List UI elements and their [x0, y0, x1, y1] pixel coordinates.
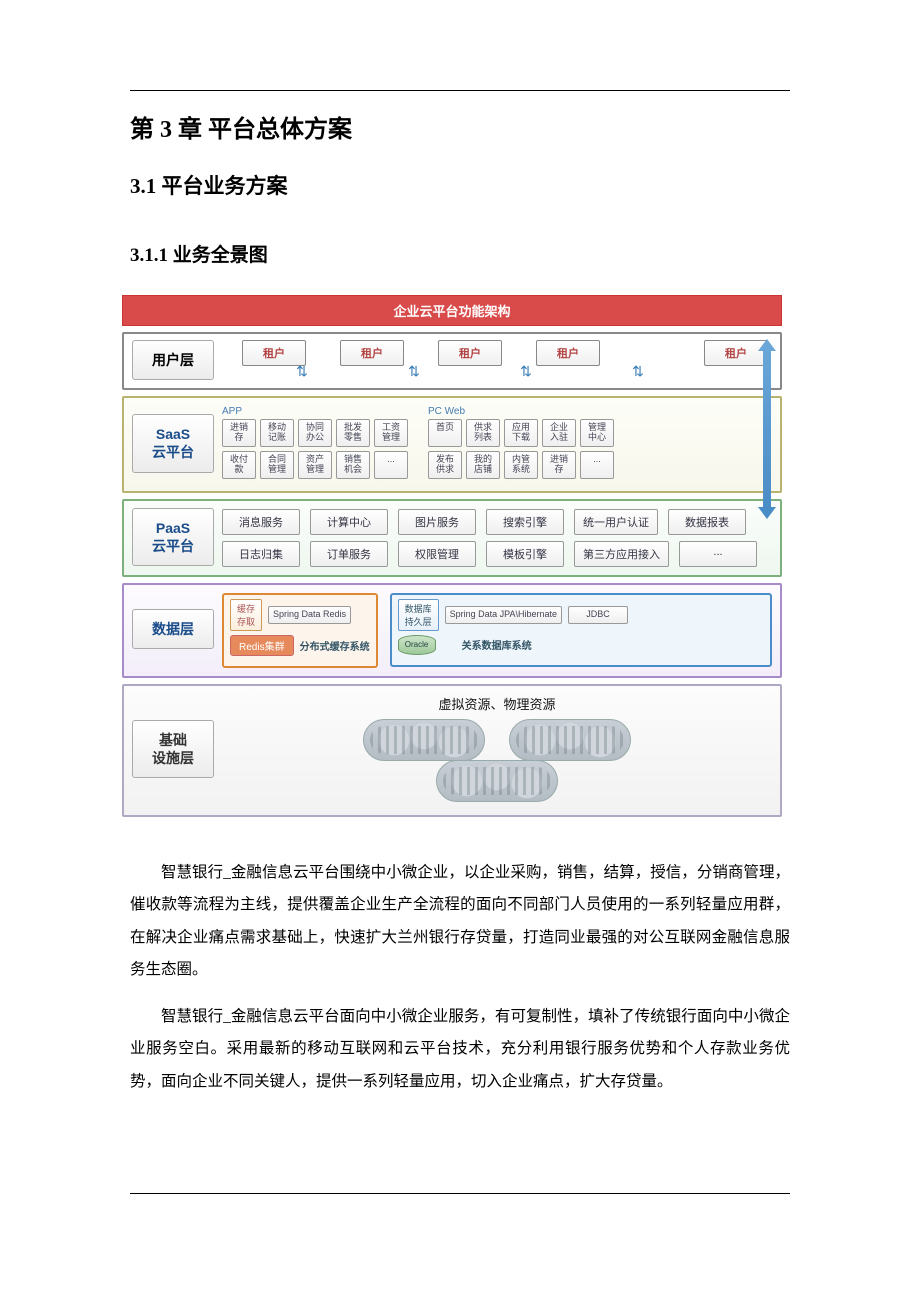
paas-service: ...	[679, 541, 757, 567]
redis-cluster: Redis集群	[230, 635, 294, 656]
layer-infra: 基础 设施层 虚拟资源、物理资源	[122, 684, 782, 817]
app-tile: 移动 记账	[260, 419, 294, 447]
paas-service: 订单服务	[310, 541, 388, 567]
persist-label: 数据库 持久层	[398, 599, 439, 631]
paas-service: 第三方应用接入	[574, 541, 669, 567]
arrow-down-icon: ⇅	[406, 366, 422, 376]
diagram-title: 企业云平台功能架构	[122, 295, 782, 326]
pc-tile: 供求 列表	[466, 419, 500, 447]
paas-service: 日志归集	[222, 541, 300, 567]
arrow-down-icon: ⇅	[518, 366, 534, 376]
subsection-heading: 3.1.1 业务全景图	[130, 240, 790, 267]
oracle-db-icon: Oracle	[398, 635, 436, 655]
arrow-down-icon: ⇅	[630, 366, 646, 376]
vertical-arrow-icon	[758, 339, 776, 519]
layer-label-infra: 基础 设施层	[132, 720, 214, 778]
pc-tile: ...	[580, 451, 614, 479]
section-heading: 3.1 平台业务方案	[130, 170, 790, 200]
layer-paas: PaaS 云平台 消息服务 计算中心 图片服务 搜索引擎 统一用户认证 数据报表…	[122, 499, 782, 577]
pc-tile: 内管 系统	[504, 451, 538, 479]
jdbc: JDBC	[568, 606, 628, 624]
paas-service: 模板引擎	[486, 541, 564, 567]
group-label-app: APP	[222, 406, 408, 417]
cloud-icon	[436, 760, 558, 802]
pc-tile: 我的 店铺	[466, 451, 500, 479]
app-tile: 收付 款	[222, 451, 256, 479]
tenant-box: 租户	[340, 340, 404, 366]
cloud-icon	[509, 719, 631, 761]
layer-label-paas: PaaS 云平台	[132, 508, 214, 566]
paas-service: 数据报表	[668, 509, 746, 535]
app-tile: 进销 存	[222, 419, 256, 447]
tenant-box: 租户	[536, 340, 600, 366]
pc-tile: 进销 存	[542, 451, 576, 479]
app-tile: 销售 机会	[336, 451, 370, 479]
layer-label-user: 用户层	[132, 340, 214, 380]
paas-service: 计算中心	[310, 509, 388, 535]
paragraph: 智慧银行_金融信息云平台面向中小微企业服务，有可复制性，填补了传统银行面向中小微…	[130, 1001, 790, 1099]
cloud-icon	[363, 719, 485, 761]
infra-title: 虚拟资源、物理资源	[222, 694, 772, 713]
app-tile: 工资 管理	[374, 419, 408, 447]
spring-jpa: Spring Data JPA\Hibernate	[445, 606, 562, 624]
app-tile: 资产 管理	[298, 451, 332, 479]
bottom-rule	[130, 1193, 790, 1194]
group-label-pc: PC Web	[428, 406, 614, 417]
pc-tile: 发布 供求	[428, 451, 462, 479]
layer-user: 用户层 租户 租户 租户 租户 租户 ⇅ ⇅ ⇅ ⇅	[122, 332, 782, 390]
pc-tile: 应用 下载	[504, 419, 538, 447]
spring-redis: Spring Data Redis	[268, 606, 351, 624]
app-tile: 批发 零售	[336, 419, 370, 447]
paas-service: 图片服务	[398, 509, 476, 535]
app-tile: ...	[374, 451, 408, 479]
paas-service: 统一用户认证	[574, 509, 658, 535]
dist-cache: 分布式缓存系统	[300, 638, 370, 653]
paas-service: 消息服务	[222, 509, 300, 535]
app-tile: 协同 办公	[298, 419, 332, 447]
tenant-box: 租户	[438, 340, 502, 366]
layer-label-data: 数据层	[132, 609, 214, 649]
pc-tile: 企业 入驻	[542, 419, 576, 447]
top-rule	[130, 90, 790, 91]
pc-tile: 首页	[428, 419, 462, 447]
layer-saas: SaaS 云平台 APP 进销 存 移动 记账 协同 办公 批发 零售 工资 管…	[122, 396, 782, 493]
paas-service: 权限管理	[398, 541, 476, 567]
cache-label: 缓存 存取	[230, 599, 262, 631]
pc-tile: 管理 中心	[580, 419, 614, 447]
layer-data: 数据层 缓存 存取 Spring Data Redis Redis集群 分布式缓…	[122, 583, 782, 678]
arrow-down-icon: ⇅	[294, 366, 310, 376]
cache-group: 缓存 存取 Spring Data Redis Redis集群 分布式缓存系统	[222, 593, 378, 668]
chapter-heading: 第 3 章 平台总体方案	[130, 109, 790, 144]
paas-service: 搜索引擎	[486, 509, 564, 535]
architecture-diagram: 企业云平台功能架构 用户层 租户 租户 租户 租户 租户 ⇅ ⇅ ⇅	[130, 295, 790, 817]
app-tile: 合同 管理	[260, 451, 294, 479]
layer-label-saas: SaaS 云平台	[132, 414, 214, 472]
paragraph: 智慧银行_金融信息云平台围绕中小微企业，以企业采购，销售，结算，授信，分销商管理…	[130, 857, 790, 987]
db-group: 数据库 持久层 Spring Data JPA\Hibernate JDBC O…	[390, 593, 772, 667]
rdbms: 关系数据库系统	[462, 637, 532, 652]
